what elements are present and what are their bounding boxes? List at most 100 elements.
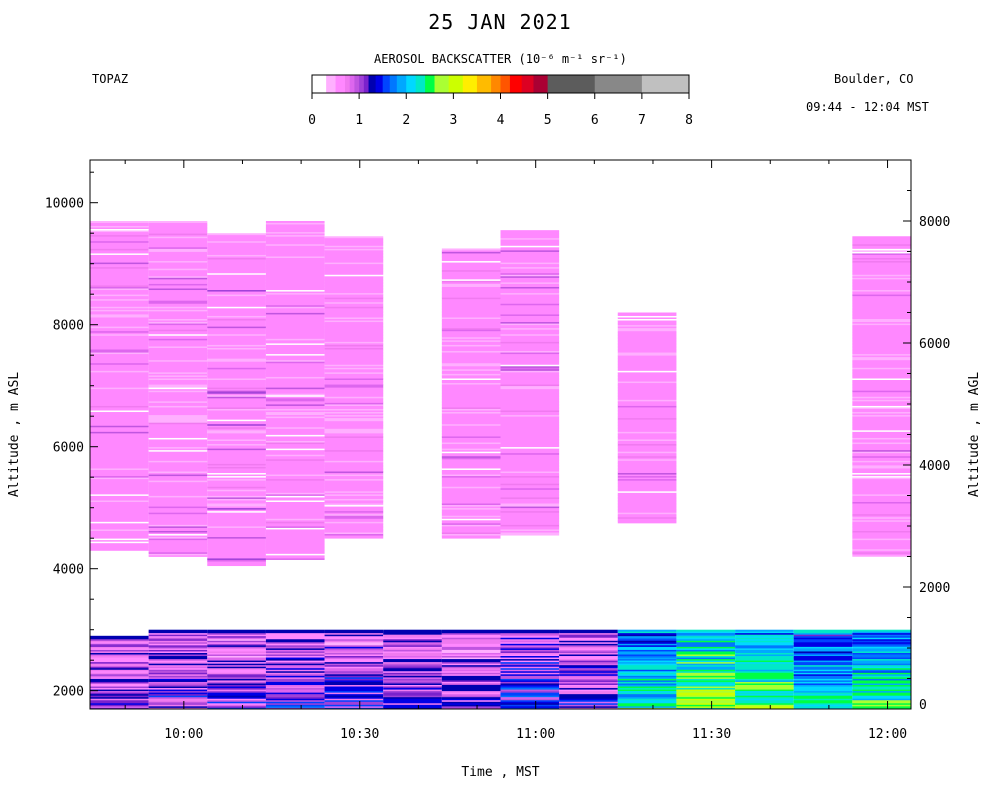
heatmap-cell — [148, 318, 208, 321]
heatmap-cell — [559, 680, 618, 682]
heatmap-cell — [148, 384, 208, 387]
heatmap-cell — [852, 521, 911, 524]
heatmap-cell — [90, 231, 149, 234]
heatmap-cell — [148, 634, 208, 637]
heatmap-cell — [207, 361, 266, 364]
heatmap-cell — [148, 429, 208, 432]
heatmap-cell — [90, 346, 149, 348]
heatmap-cell — [852, 445, 911, 448]
heatmap-cell — [207, 490, 266, 493]
heatmap-cell — [441, 402, 501, 405]
heatmap-cell — [617, 699, 677, 702]
heatmap-cell — [852, 454, 911, 457]
heatmap-cell — [324, 387, 384, 390]
heatmap-cell — [207, 651, 266, 653]
heatmap-cell — [617, 368, 677, 371]
heatmap-cell — [559, 702, 618, 705]
heatmap-cell — [324, 643, 384, 646]
heatmap-cell — [207, 265, 266, 268]
heatmap-cell — [324, 484, 384, 487]
heatmap-cell — [265, 248, 325, 251]
heatmap-cell — [617, 513, 677, 516]
heatmap-cell — [441, 655, 501, 658]
heatmap-cell — [383, 692, 442, 695]
heatmap-cell — [500, 460, 560, 463]
heatmap-cell — [676, 701, 736, 704]
heatmap-cell — [383, 669, 442, 672]
heatmap-cell — [617, 446, 677, 449]
heatmap-cell — [90, 352, 149, 355]
heatmap-cell — [207, 329, 266, 332]
heatmap-cell — [441, 301, 501, 304]
heatmap-cell — [90, 460, 149, 463]
heatmap-cell — [207, 426, 266, 429]
heatmap-cell — [207, 506, 266, 509]
heatmap-cell — [207, 314, 266, 316]
heatmap-cell — [324, 312, 384, 315]
colorbar-segment — [396, 75, 407, 93]
heatmap-cell — [735, 687, 794, 690]
heatmap-cell — [324, 393, 384, 396]
heatmap-cell — [852, 530, 911, 533]
heatmap-cell — [617, 333, 677, 336]
heatmap-cell — [207, 559, 266, 562]
heatmap-cell — [324, 365, 384, 368]
heatmap-cell — [148, 310, 208, 313]
heatmap-cell — [324, 272, 384, 275]
heatmap-cell — [852, 318, 911, 321]
heatmap-cell — [676, 702, 736, 705]
heatmap-cell — [617, 465, 677, 467]
heatmap-cell — [90, 338, 149, 341]
heatmap-cell — [617, 451, 677, 454]
heatmap-cell — [207, 638, 266, 641]
heatmap-cell — [617, 442, 677, 445]
heatmap-cell — [793, 663, 853, 666]
heatmap-cell — [265, 507, 325, 510]
heatmap-cell — [90, 536, 149, 539]
heatmap-cell — [265, 237, 325, 240]
heatmap-cell — [324, 486, 384, 489]
heatmap-cell — [500, 529, 560, 531]
heatmap-cell — [852, 680, 911, 682]
heatmap-cell — [265, 530, 325, 533]
heatmap-cell — [148, 320, 208, 323]
heatmap-cell — [90, 507, 149, 510]
heatmap-cell — [676, 661, 736, 664]
heatmap-cell — [500, 256, 560, 258]
heatmap-cell — [207, 254, 266, 257]
heatmap-cell — [735, 680, 794, 682]
heatmap-cell — [207, 253, 266, 255]
heatmap-cell — [207, 673, 266, 676]
heatmap-cell — [207, 271, 266, 274]
heatmap-cell — [441, 344, 501, 347]
heatmap-cell — [90, 310, 149, 313]
heatmap-cell — [207, 376, 266, 379]
heatmap-cell — [90, 379, 149, 382]
heatmap-cell — [148, 669, 208, 672]
heatmap-cell — [90, 461, 149, 464]
heatmap-cell — [735, 644, 794, 647]
heatmap-cell — [90, 396, 149, 399]
heatmap-cell — [207, 399, 266, 402]
heatmap-cell — [265, 646, 325, 649]
heatmap-cell — [265, 280, 325, 283]
heatmap-cell — [383, 648, 442, 650]
heatmap-cell — [500, 362, 560, 365]
heatmap-cell — [265, 634, 325, 637]
heatmap-cell — [852, 635, 911, 638]
heatmap-cell — [90, 503, 149, 506]
colorbar-segment — [491, 75, 501, 93]
heatmap-cell — [90, 259, 149, 262]
heatmap-cell — [90, 500, 149, 502]
heatmap-cell — [90, 512, 149, 515]
heatmap-cell — [90, 416, 149, 419]
heatmap-cell — [90, 657, 149, 660]
heatmap-cell — [90, 356, 149, 359]
heatmap-cell — [441, 493, 501, 496]
heatmap-cell — [265, 538, 325, 541]
heatmap-cell — [383, 673, 442, 676]
heatmap-cell — [852, 554, 911, 557]
heatmap-cell — [324, 248, 384, 251]
heatmap-cell — [500, 333, 560, 336]
heatmap-cell — [324, 262, 384, 265]
